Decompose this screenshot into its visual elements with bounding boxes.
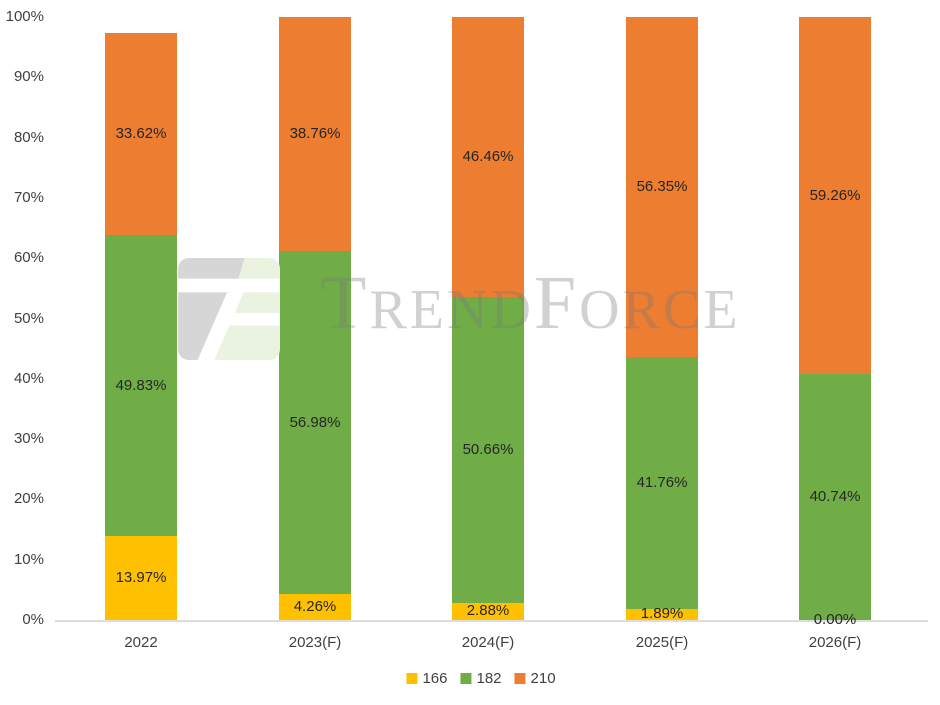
y-axis-tick-label: 0% bbox=[22, 611, 44, 628]
x-axis-line bbox=[55, 620, 928, 622]
bar-segment-166-2022 bbox=[105, 535, 177, 620]
x-axis-category-label: 2022 bbox=[124, 634, 158, 651]
bar-segment-182-2025(F) bbox=[626, 356, 698, 609]
data-label-166-2025(F): 1.89% bbox=[640, 605, 684, 623]
bar-segment-210-2023(F) bbox=[279, 17, 351, 251]
data-label-166-2026(F): 0.00% bbox=[813, 611, 857, 628]
bar-segment-166-2024(F) bbox=[452, 602, 524, 620]
legend-item-210: 210 bbox=[514, 670, 556, 687]
y-axis-tick-label: 20% bbox=[13, 490, 44, 508]
x-axis-category-label: 2025(F) bbox=[635, 634, 689, 651]
x-axis-category-label: 2024(F) bbox=[461, 634, 515, 651]
y-axis-tick-label: 70% bbox=[13, 188, 44, 206]
data-label-166-2023(F): 4.26% bbox=[293, 598, 337, 616]
legend-label: 166 bbox=[422, 670, 448, 687]
legend-label: 210 bbox=[530, 670, 556, 687]
y-axis-tick-label: 60% bbox=[13, 249, 44, 267]
data-label-182-2025(F): 41.76% bbox=[636, 473, 688, 491]
legend-item-166: 166 bbox=[406, 670, 447, 687]
y-axis-tick-label: 50% bbox=[13, 309, 44, 327]
bar-segment-182-2022 bbox=[105, 235, 177, 536]
chart-legend: 166 182 210 bbox=[406, 670, 556, 687]
data-label-166-2024(F): 2.88% bbox=[466, 602, 510, 620]
bar-segment-182-2024(F) bbox=[452, 297, 524, 603]
legend-swatch-icon bbox=[460, 673, 472, 684]
y-axis-tick-label: 10% bbox=[13, 550, 44, 568]
data-label-210-2024(F): 46.46% bbox=[462, 148, 514, 166]
data-label-210-2022: 33.62% bbox=[115, 124, 167, 142]
legend-item-182: 182 bbox=[460, 670, 502, 687]
y-axis-tick-label: 40% bbox=[13, 369, 44, 387]
bar-segment-182-2023(F) bbox=[279, 250, 351, 595]
bar-segment-210-2026(F) bbox=[799, 17, 871, 375]
bar-segment-166-2023(F) bbox=[279, 594, 351, 620]
bar-segment-210-2022 bbox=[105, 32, 177, 236]
x-axis-category-label: 2026(F) bbox=[808, 634, 862, 651]
data-label-182-2023(F): 56.98% bbox=[289, 413, 341, 431]
bar-segment-210-2025(F) bbox=[626, 17, 698, 357]
data-label-166-2022: 13.97% bbox=[115, 568, 167, 586]
y-axis-tick-label: 90% bbox=[13, 68, 44, 86]
data-label-182-2022: 49.83% bbox=[115, 376, 167, 394]
data-label-210-2026(F): 59.26% bbox=[809, 186, 861, 204]
legend-swatch-icon bbox=[514, 673, 526, 684]
bar-segment-166-2025(F) bbox=[626, 608, 698, 620]
data-label-210-2025(F): 56.35% bbox=[636, 177, 688, 195]
data-label-182-2024(F): 50.66% bbox=[462, 440, 514, 458]
bar-segment-210-2024(F) bbox=[452, 17, 524, 298]
legend-swatch-icon bbox=[406, 673, 418, 684]
x-axis-category-label: 2023(F) bbox=[288, 634, 342, 651]
legend-label: 182 bbox=[476, 670, 502, 687]
data-label-210-2023(F): 38.76% bbox=[289, 124, 341, 142]
bar-segment-182-2026(F) bbox=[799, 374, 871, 620]
y-axis-tick-label: 30% bbox=[13, 430, 44, 448]
data-label-182-2026(F): 40.74% bbox=[809, 488, 861, 506]
y-axis-tick-label: 100% bbox=[5, 8, 44, 25]
y-axis-tick-label: 80% bbox=[13, 128, 44, 146]
